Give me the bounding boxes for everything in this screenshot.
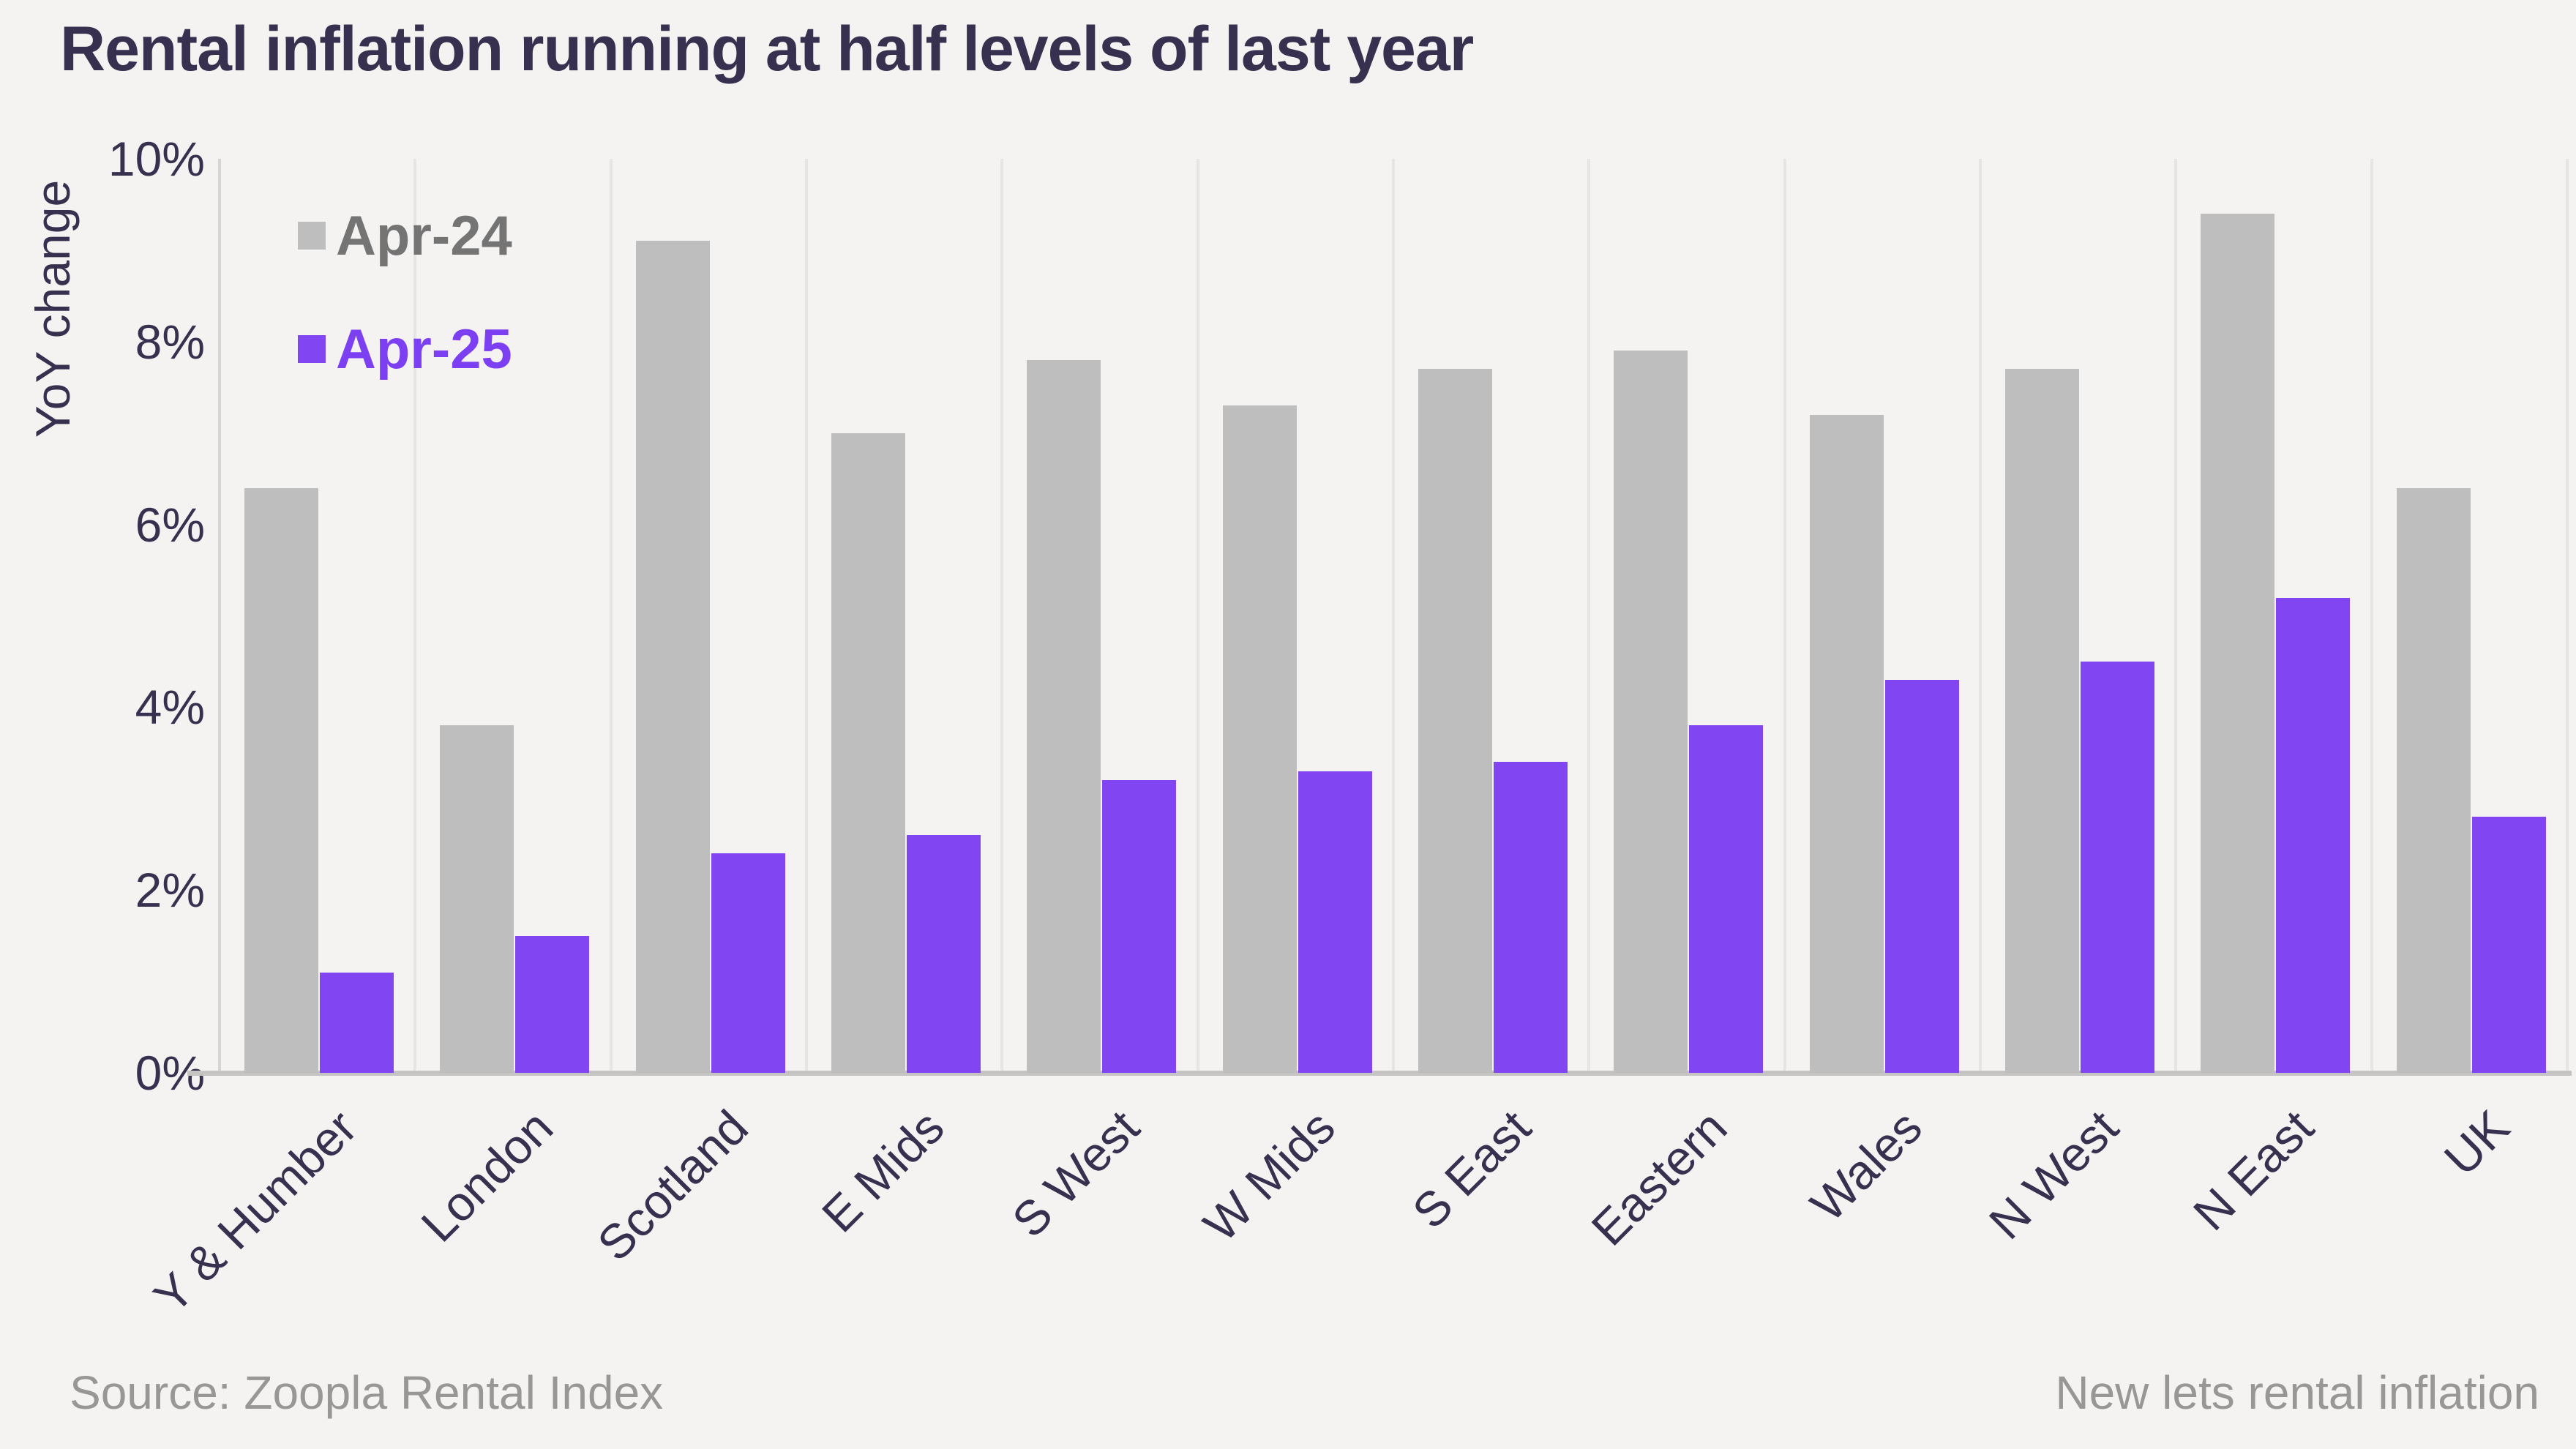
- gridline: [1392, 159, 1395, 1073]
- x-axis-baseline: [187, 1071, 2572, 1076]
- bar-apr-24-s-west: [1027, 360, 1101, 1073]
- x-label-s-east: S East: [1401, 1099, 1541, 1239]
- gridline: [2566, 159, 2569, 1073]
- bar-apr-24-london: [440, 725, 514, 1073]
- x-label-wales: Wales: [1800, 1099, 1933, 1232]
- bar-apr-25-e-mids: [907, 835, 981, 1073]
- bar-apr-25-n-west: [2081, 662, 2154, 1073]
- bar-apr-25-london: [515, 936, 590, 1073]
- gridline: [2370, 159, 2373, 1073]
- bar-apr-24-n-east: [2201, 214, 2275, 1073]
- bar-apr-24-n-west: [2005, 369, 2079, 1073]
- chart-note: New lets rental inflation: [2055, 1366, 2539, 1419]
- gridline: [2174, 159, 2178, 1073]
- bar-apr-25-scotland: [711, 853, 785, 1073]
- bar-apr-24-e-mids: [831, 433, 905, 1073]
- bar-apr-25-eastern: [1689, 725, 1764, 1073]
- bar-apr-24-w-mids: [1222, 405, 1297, 1073]
- x-label-s-west: S West: [1002, 1099, 1150, 1248]
- bar-apr-25-s-west: [1102, 780, 1177, 1073]
- x-label-e-mids: E Mids: [811, 1099, 954, 1243]
- y-tick-label: 10%: [108, 132, 205, 186]
- bar-apr-25-s-east: [1494, 762, 1568, 1073]
- bar-apr-25-w-mids: [1298, 771, 1372, 1073]
- bar-apr-25-n-east: [2276, 598, 2351, 1073]
- gridline: [1587, 159, 1591, 1073]
- gridline: [1979, 159, 1982, 1073]
- gridline: [413, 159, 417, 1073]
- x-label-n-east: N East: [2182, 1099, 2324, 1241]
- legend-swatch-apr-25: [298, 335, 326, 363]
- x-label-uk: UK: [2433, 1099, 2520, 1186]
- bar-apr-25-uk: [2471, 817, 2546, 1073]
- y-tick-label: 6%: [135, 497, 205, 552]
- gridline: [1196, 159, 1199, 1073]
- gridline: [805, 159, 808, 1073]
- legend-label-apr-25: Apr-25: [336, 318, 512, 381]
- bar-apr-24-wales: [1809, 415, 1884, 1073]
- y-tick-label: 4%: [135, 680, 205, 735]
- bar-apr-24-scotland: [635, 241, 710, 1073]
- bar-apr-24-y-humber: [244, 488, 318, 1073]
- legend-label-apr-24: Apr-24: [336, 205, 512, 267]
- x-label-y-humber: Y & Humber: [143, 1099, 367, 1324]
- chart-title: Rental inflation running at half levels …: [60, 14, 1474, 84]
- bar-apr-25-y-humber: [320, 973, 394, 1073]
- source-caption: Source: Zoopla Rental Index: [70, 1366, 664, 1419]
- gridline: [609, 159, 613, 1073]
- bar-apr-24-s-east: [1418, 369, 1492, 1073]
- bar-apr-24-eastern: [1614, 351, 1688, 1073]
- x-label-london: London: [410, 1099, 564, 1252]
- bar-apr-24-uk: [2396, 488, 2471, 1073]
- gridline: [1000, 159, 1004, 1073]
- x-label-w-mids: W Mids: [1193, 1099, 1346, 1252]
- y-tick-label: 8%: [135, 314, 205, 369]
- legend-swatch-apr-24: [298, 222, 326, 250]
- y-tick-label: 0%: [135, 1046, 205, 1100]
- y-tick-label: 2%: [135, 863, 205, 918]
- bar-apr-25-wales: [1884, 680, 1959, 1073]
- x-label-scotland: Scotland: [587, 1099, 759, 1271]
- gridline: [1783, 159, 1786, 1073]
- x-label-eastern: Eastern: [1580, 1099, 1737, 1256]
- x-label-n-west: N West: [1978, 1099, 2128, 1250]
- y-axis-line: [218, 159, 221, 1073]
